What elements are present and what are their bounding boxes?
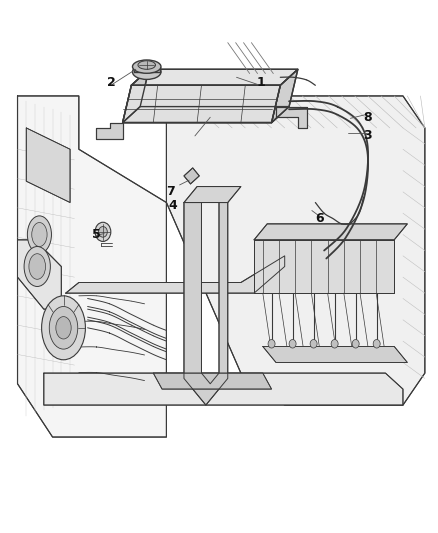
Polygon shape <box>123 107 289 123</box>
Polygon shape <box>272 69 298 123</box>
Polygon shape <box>44 373 403 405</box>
Polygon shape <box>18 96 166 437</box>
Text: 5: 5 <box>92 228 101 241</box>
Ellipse shape <box>56 317 71 339</box>
Ellipse shape <box>27 216 52 253</box>
Circle shape <box>352 340 359 348</box>
Polygon shape <box>166 96 425 405</box>
Ellipse shape <box>49 306 78 349</box>
Text: 8: 8 <box>364 111 372 124</box>
Ellipse shape <box>132 64 161 79</box>
Ellipse shape <box>24 246 50 287</box>
Ellipse shape <box>132 60 161 74</box>
Polygon shape <box>276 107 307 128</box>
Polygon shape <box>184 203 228 405</box>
Polygon shape <box>263 346 407 362</box>
Text: 7: 7 <box>166 185 175 198</box>
Polygon shape <box>153 373 272 389</box>
Polygon shape <box>254 224 407 240</box>
Circle shape <box>373 340 380 348</box>
Polygon shape <box>66 256 285 293</box>
Polygon shape <box>96 123 123 139</box>
Polygon shape <box>123 85 280 123</box>
Circle shape <box>99 227 107 237</box>
Circle shape <box>289 340 296 348</box>
Circle shape <box>268 340 275 348</box>
Polygon shape <box>26 128 70 203</box>
Polygon shape <box>18 240 61 309</box>
Ellipse shape <box>42 296 85 360</box>
Polygon shape <box>254 240 394 293</box>
Polygon shape <box>123 69 149 123</box>
Circle shape <box>310 340 317 348</box>
Circle shape <box>95 222 111 241</box>
Polygon shape <box>131 69 298 85</box>
Text: 2: 2 <box>107 76 116 89</box>
Polygon shape <box>134 67 160 72</box>
Polygon shape <box>184 187 241 203</box>
Circle shape <box>331 340 338 348</box>
Text: 3: 3 <box>364 130 372 142</box>
Text: 6: 6 <box>315 212 324 225</box>
Ellipse shape <box>32 223 47 247</box>
Polygon shape <box>184 168 199 184</box>
Text: 4: 4 <box>169 199 177 212</box>
Ellipse shape <box>29 254 46 279</box>
Ellipse shape <box>138 61 155 69</box>
Text: 1: 1 <box>256 76 265 89</box>
